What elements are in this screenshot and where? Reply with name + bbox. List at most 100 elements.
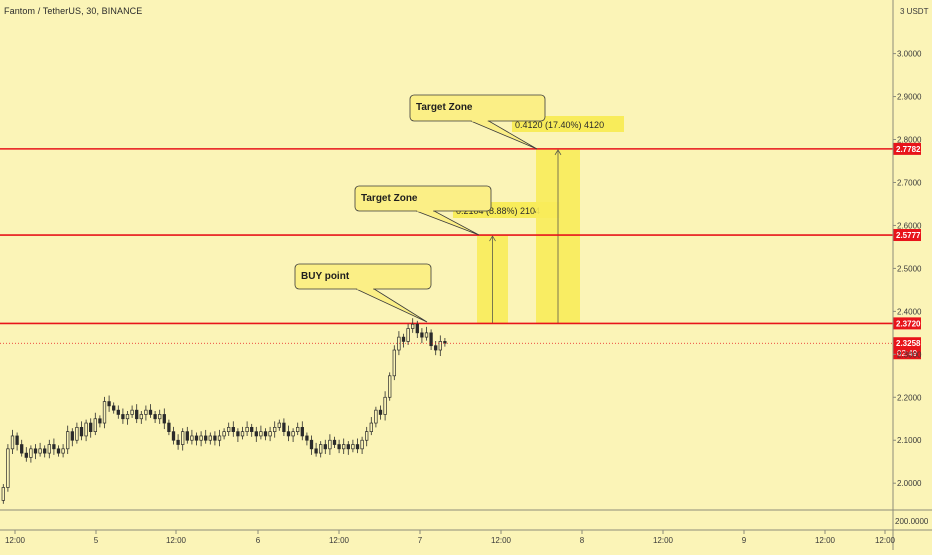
candle: [162, 408, 166, 430]
candle-body-down: [401, 336, 406, 342]
candle: [29, 445, 33, 463]
candle-body-up: [93, 418, 97, 432]
candle: [194, 432, 199, 446]
time-tick-label: 7: [418, 536, 423, 545]
candle: [93, 412, 97, 436]
candle: [314, 442, 318, 457]
symbol-title[interactable]: Fantom / TetherUS, 30, BINANCE: [4, 6, 143, 16]
candle-body-up: [296, 427, 300, 432]
candle: [61, 444, 65, 458]
candle-body-up: [47, 444, 51, 454]
candle-body-down: [24, 452, 28, 458]
candle-body-down: [121, 414, 125, 420]
candle: [84, 419, 88, 442]
candle-countdown-label: 02:49: [897, 349, 918, 358]
price-tick-label: 3.0000: [897, 50, 922, 59]
candle-body-down: [176, 439, 180, 445]
candle: [254, 426, 258, 442]
price-tick-label: 2.8000: [897, 136, 922, 145]
price-tick-label: 2.1000: [897, 436, 922, 445]
candle-body-up: [277, 422, 281, 428]
candle: [337, 439, 341, 454]
candle: [388, 372, 392, 401]
candle-body-up: [411, 323, 415, 329]
price-tick-label: 2.0000: [897, 479, 922, 488]
candle: [351, 439, 355, 453]
time-tick-label: 8: [580, 536, 585, 545]
candle-body-up: [351, 444, 355, 450]
candle: [282, 418, 286, 436]
candle: [135, 404, 139, 424]
candle: [70, 428, 74, 447]
candle-body-up: [227, 427, 231, 432]
candle-body-up: [217, 435, 222, 441]
candle-body-down: [167, 422, 171, 432]
candle: [125, 411, 130, 425]
candle: [259, 425, 263, 440]
level-badge-label: 2.5777: [896, 231, 921, 240]
candle-body-down: [15, 435, 19, 445]
candle-body-down: [43, 448, 47, 454]
candle-body-down: [56, 448, 61, 454]
candle: [305, 432, 309, 446]
candle-body-up: [130, 409, 134, 415]
level-lines: 2.7782 2.5777 2.3720: [0, 142, 921, 330]
candle-body-down: [250, 427, 254, 432]
candle: [309, 435, 314, 455]
candle-body-up: [291, 431, 295, 437]
level-badge: [893, 317, 921, 330]
candle: [167, 419, 171, 436]
candle-body-down: [263, 431, 268, 437]
candle-body-down: [305, 435, 309, 441]
candle: [296, 422, 300, 436]
target-zones: 0.2104 (8.88%) 2104 0.4120 (17.40%) 4120: [453, 116, 624, 324]
candle: [139, 411, 143, 424]
candle-body-up: [369, 422, 373, 432]
candle: [33, 444, 38, 460]
candle-body-up: [208, 435, 212, 441]
candle: [397, 331, 401, 356]
candle-body-down: [337, 444, 341, 450]
candle: [20, 439, 24, 457]
candle: [319, 441, 323, 458]
candle: [148, 404, 153, 418]
candle-body-down: [213, 435, 217, 441]
current-price-badge: [893, 337, 921, 360]
candle-body-up: [61, 448, 65, 454]
candle: [75, 422, 79, 444]
candle: [263, 428, 268, 441]
candle-body-down: [434, 345, 438, 351]
callout[interactable]: BUY point: [294, 263, 432, 323]
candle: [346, 441, 350, 455]
candle-body-down: [52, 444, 56, 450]
measure-arrowhead-icon: [554, 149, 562, 156]
level-badge: [893, 229, 921, 242]
candle-body-down: [429, 332, 433, 347]
candle: [102, 396, 107, 429]
candle: [286, 425, 291, 442]
time-tick-label: 9: [742, 536, 747, 545]
candle: [38, 442, 42, 457]
callout[interactable]: Target Zone: [354, 185, 492, 236]
candle: [300, 421, 304, 441]
candle-body-down: [236, 431, 240, 437]
candle-body-down: [112, 405, 116, 411]
candle-body-up: [139, 414, 143, 420]
candle-body-down: [420, 332, 424, 338]
candle: [66, 425, 70, 454]
candle-body-up: [406, 328, 410, 342]
candle: [79, 421, 84, 441]
callouts[interactable]: Target Zone Target Zone BUY point: [294, 94, 546, 323]
candle: [112, 402, 116, 414]
candle: [199, 431, 203, 447]
candle-body-up: [10, 435, 15, 450]
callout[interactable]: Target Zone: [409, 94, 546, 150]
measure-label: 0.2104 (8.88%) 2104: [456, 206, 540, 216]
time-tick-label: 12:00: [875, 536, 896, 545]
candle: [443, 337, 447, 347]
time-tick-label: 12:00: [5, 536, 26, 545]
candle-body-down: [378, 409, 383, 415]
candle: [250, 423, 254, 437]
